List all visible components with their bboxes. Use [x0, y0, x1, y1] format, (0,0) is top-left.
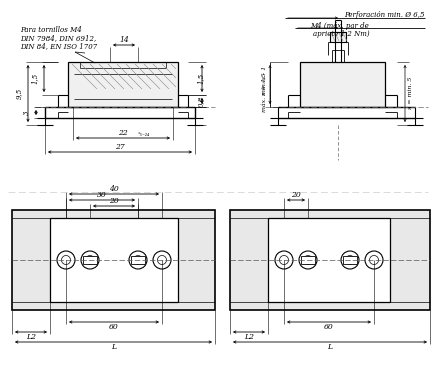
Text: Para tornillos M4: Para tornillos M4 [20, 26, 82, 34]
Text: DIN 84, EN ISO 1707: DIN 84, EN ISO 1707 [20, 42, 97, 50]
Bar [343, 256, 357, 264]
Text: apriete 1.2 Nm): apriete 1.2 Nm) [313, 30, 370, 38]
Bar [50, 218, 178, 302]
Text: L: L [111, 343, 116, 351]
Text: 60: 60 [109, 323, 119, 331]
Text: 0,8: 0,8 [197, 95, 205, 106]
Text: 20: 20 [109, 197, 119, 205]
Bar [131, 256, 145, 264]
Text: M4 (máx. par de: M4 (máx. par de [310, 22, 369, 30]
Text: 1,5: 1,5 [31, 73, 39, 84]
Text: min. s - 1: min. s - 1 [262, 65, 267, 94]
Text: 14: 14 [119, 36, 129, 44]
Text: 27: 27 [115, 143, 125, 151]
Bar [268, 218, 390, 302]
Bar [83, 256, 97, 264]
Text: máx. s + 4,5: máx. s + 4,5 [262, 72, 267, 112]
Bar [301, 256, 315, 264]
Text: L2: L2 [244, 333, 254, 341]
Text: 9,5: 9,5 [15, 88, 23, 99]
Text: DIN 7984, DIN 6912,: DIN 7984, DIN 6912, [20, 34, 96, 42]
Text: 3: 3 [23, 110, 31, 115]
Text: 30: 30 [97, 191, 107, 199]
Bar [300, 62, 385, 107]
Text: 1,5: 1,5 [197, 73, 205, 84]
Text: 40: 40 [109, 185, 119, 193]
Text: 20: 20 [291, 191, 301, 199]
Bar [12, 210, 215, 310]
Text: L: L [327, 343, 333, 351]
Bar [68, 62, 178, 107]
Bar [330, 32, 346, 42]
Bar [230, 210, 430, 310]
Text: L2: L2 [26, 333, 36, 341]
Text: Perforación min. Ø 6,5: Perforación min. Ø 6,5 [344, 11, 425, 19]
Text: 60: 60 [324, 323, 334, 331]
Text: 22: 22 [118, 129, 128, 137]
Text: °₅₋₂₄: °₅₋₂₄ [137, 132, 150, 138]
Text: s = min. 5: s = min. 5 [408, 77, 413, 109]
